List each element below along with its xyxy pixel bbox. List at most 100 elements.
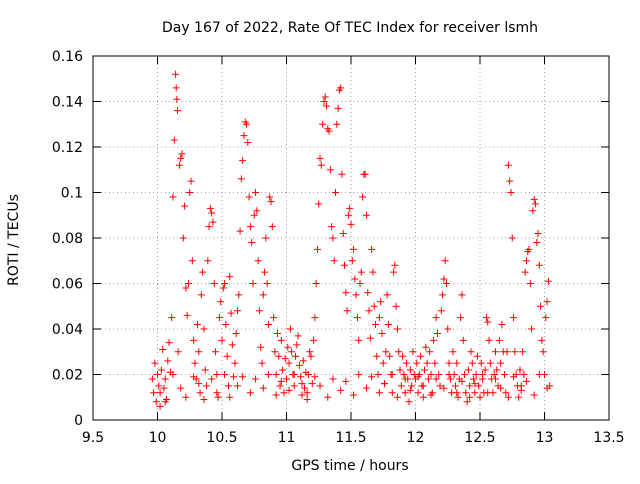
data-point [526,280,534,287]
data-point [388,389,396,397]
data-point [484,389,492,397]
data-point [175,161,183,169]
data-point [213,389,221,397]
data-point [491,375,499,383]
data-point [364,289,372,297]
data-point [280,389,288,397]
data-point [156,402,164,410]
data-point [444,325,452,333]
data-point [221,371,229,378]
data-point [321,93,329,101]
data-point [373,352,381,360]
data-point [396,366,404,374]
data-point [405,398,413,406]
data-point [173,107,181,115]
data-point [303,389,311,397]
data-point [342,377,350,385]
data-point [214,393,222,401]
data-point [188,257,196,265]
data-point [235,291,243,299]
data-point [332,189,340,196]
data-point [312,280,320,287]
data-point [424,375,432,383]
x-tick-label: 10.5 [206,430,237,446]
data-point [473,352,481,360]
data-point [462,389,470,397]
data-point [148,375,156,383]
data-point [419,393,427,401]
data-point [334,104,342,112]
data-point [516,366,524,374]
data-point [375,314,383,322]
data-point [187,177,195,185]
data-point [350,245,358,253]
data-point [266,193,274,201]
data-point [221,280,229,287]
data-point [159,345,167,353]
data-point [298,380,306,388]
data-point [151,359,159,367]
data-point [413,359,421,367]
data-point [406,386,414,394]
data-point [511,348,519,356]
data-point [386,352,394,360]
data-point [433,330,441,338]
data-point [154,371,161,378]
data-point [357,268,365,276]
data-point [279,366,287,374]
data-point [329,234,337,242]
data-point [374,371,382,378]
data-point [441,257,449,265]
data-point [168,314,176,322]
data-point [535,371,543,378]
data-point [259,384,267,392]
data-point [352,291,360,299]
data-point [399,352,407,360]
data-point [471,380,479,388]
data-point [539,348,547,356]
data-point [466,393,474,401]
data-point [197,291,205,299]
data-point [497,359,505,367]
data-point [388,371,396,378]
data-point [248,239,256,247]
data-point [200,396,208,404]
data-point [359,193,367,201]
data-point [495,336,503,344]
data-point [464,366,472,374]
data-point [324,393,332,401]
data-point [375,389,383,397]
data-point [542,314,550,322]
data-point [325,127,333,135]
data-point [510,373,518,381]
data-point [475,382,483,390]
data-point [493,366,501,374]
x-tick-label: 10 [149,430,167,446]
data-point [454,393,462,401]
data-point [477,359,485,367]
data-point [459,336,467,344]
data-point [250,211,258,219]
data-point [227,309,235,317]
data-point [200,325,208,333]
data-point [498,320,506,328]
data-point [504,161,512,169]
data-point [348,257,356,265]
data-point [501,371,509,378]
data-point [517,386,525,394]
data-point [271,348,279,356]
data-point [440,275,448,283]
data-point [239,157,247,165]
data-point [246,223,254,231]
data-point [320,98,328,105]
data-point [449,348,457,356]
data-point [370,302,378,310]
data-point [252,189,260,196]
data-point [445,371,453,378]
data-point [515,393,523,401]
data-point [281,355,289,363]
x-tick-label: 13.5 [593,430,624,446]
data-point [406,366,414,374]
chart-title: Day 167 of 2022, Rate Of TEC Index for r… [162,20,538,36]
data-point [170,136,178,144]
